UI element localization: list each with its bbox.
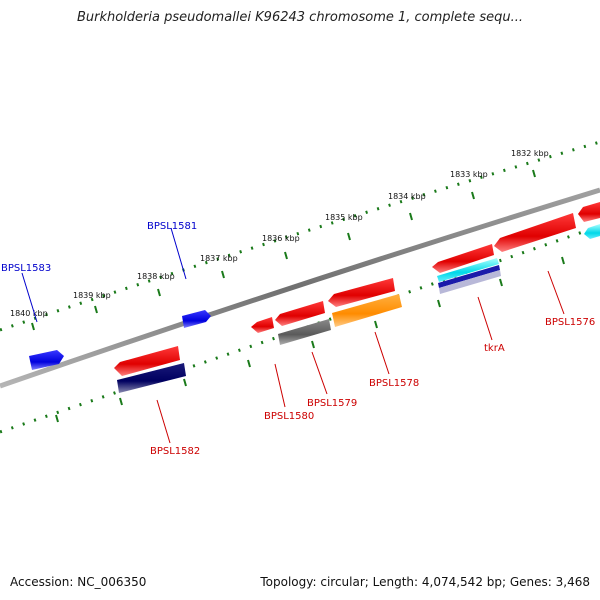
gene-label-tkrA[interactable]: tkrA (484, 343, 505, 354)
kbp-label: 1838 kbp (137, 272, 175, 281)
leader-line (21, 272, 38, 323)
leader-line (477, 296, 493, 341)
gene-arrow[interactable] (494, 213, 576, 252)
gene-arrow[interactable] (328, 278, 395, 307)
gene-label-BPSL1581[interactable]: BPSL1581 (147, 221, 197, 232)
gene-arrow[interactable] (29, 350, 64, 370)
leader-line (374, 331, 390, 375)
kbp-label: 1839 kbp (73, 291, 111, 300)
inner-major-ticks (55, 256, 565, 423)
major-tick (284, 251, 288, 260)
gene-arrow[interactable] (332, 294, 402, 327)
major-tick (31, 322, 35, 331)
kbp-label: 1835 kbp (325, 213, 363, 222)
major-tick (157, 288, 161, 297)
kbp-labels: 1832 kbp 1833 kbp 1834 kbp 1835 kbp 1836… (10, 149, 549, 318)
leader-line (274, 363, 286, 408)
outer-dot-line (0, 140, 600, 332)
gene-label-BPSL1578[interactable]: BPSL1578 (369, 378, 419, 389)
major-tick (119, 397, 123, 406)
major-tick (499, 278, 503, 287)
kbp-label: 1836 kbp (262, 234, 300, 243)
topology-summary: Topology: circular; Length: 4,074,542 bp… (260, 575, 590, 589)
major-tick (183, 378, 187, 387)
label-leaders (21, 227, 565, 444)
major-tick (221, 270, 225, 279)
gene-arrow[interactable] (275, 301, 325, 326)
chromosome-backbone (0, 187, 600, 389)
kbp-label: 1834 kbp (388, 192, 426, 201)
gene-label-BPSL1580[interactable]: BPSL1580 (264, 411, 314, 422)
gene-arrow[interactable] (278, 319, 331, 345)
accession-text: Accession: NC_006350 (10, 575, 147, 589)
outer-major-ticks (31, 169, 536, 331)
gene-arrow[interactable] (578, 202, 600, 222)
gene-arrow[interactable] (439, 270, 501, 294)
outer-tick-track (0, 140, 600, 332)
gene-BPSL1578[interactable] (328, 278, 402, 327)
gene-arrow[interactable] (114, 346, 180, 376)
leader-line (547, 270, 565, 315)
gene-BPSL1579[interactable] (275, 301, 331, 345)
major-tick (374, 320, 378, 329)
major-tick (561, 256, 565, 265)
gene-label-BPSL1583[interactable]: BPSL1583 (1, 263, 51, 274)
gene-arrow[interactable] (438, 265, 500, 288)
major-tick (409, 212, 413, 221)
major-tick (247, 359, 251, 368)
gene-BPSL1583[interactable] (29, 350, 64, 370)
major-tick (347, 232, 351, 241)
kbp-label: 1832 kbp (511, 149, 549, 158)
gene-arrow[interactable] (117, 363, 186, 393)
gene-BPSL1581[interactable] (182, 310, 211, 328)
major-tick (311, 340, 315, 349)
major-tick (94, 305, 98, 314)
major-tick (437, 299, 441, 308)
major-tick (471, 191, 475, 200)
gene-label-BPSL1576[interactable]: BPSL1576 (545, 317, 595, 328)
leader-line (311, 351, 328, 395)
gene-BPSL1580[interactable] (251, 317, 274, 333)
kbp-label: 1837 kbp (200, 254, 238, 263)
gene-arrow[interactable] (437, 258, 499, 282)
gene-label-BPSL1582[interactable]: BPSL1582 (150, 446, 200, 457)
gene-tkrA[interactable] (432, 244, 501, 294)
major-tick (532, 169, 536, 178)
leader-line (170, 227, 187, 280)
major-tick (55, 414, 59, 423)
kbp-label: 1840 kbp (10, 309, 48, 318)
backbone-line (0, 187, 600, 389)
map-title: Burkholderia pseudomallei K96243 chromos… (76, 10, 524, 25)
gene-BPSL1582[interactable] (114, 346, 186, 393)
leader-line (156, 399, 171, 444)
gene-label-BPSL1579[interactable]: BPSL1579 (307, 398, 357, 409)
gene-arrow[interactable] (432, 244, 494, 273)
gene-arrow[interactable] (584, 224, 600, 239)
kbp-label: 1833 kbp (450, 170, 488, 179)
gene-arrow[interactable] (251, 317, 274, 333)
gene-arrow[interactable] (182, 310, 211, 328)
gene-labels: BPSL1583 BPSL1581 BPSL1582 BPSL1580 BPSL… (1, 221, 595, 457)
gene-BPSL1576[interactable] (494, 202, 600, 252)
